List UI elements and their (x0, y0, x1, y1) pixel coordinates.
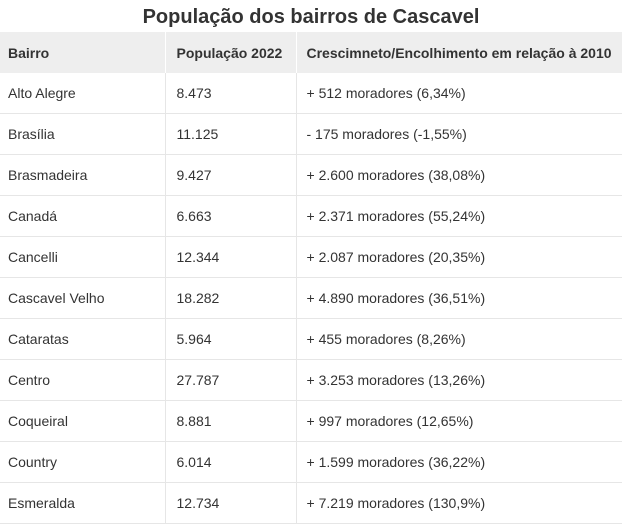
table-row: Coqueiral 8.881 + 997 moradores (12,65%) (0, 400, 622, 442)
cell-populacao: 27.787 (165, 359, 297, 401)
cell-bairro: Centro (0, 359, 166, 401)
cell-populacao: 12.734 (165, 482, 297, 524)
table-row: Esmeralda 12.734 + 7.219 moradores (130,… (0, 482, 622, 524)
cell-crescimento: + 1.599 moradores (36,22%) (296, 441, 622, 483)
cell-crescimento: + 512 moradores (6,34%) (296, 73, 622, 114)
cell-populacao: 6.663 (165, 195, 297, 237)
table-row: Centro 27.787 + 3.253 moradores (13,26%) (0, 359, 622, 401)
cell-crescimento: + 455 moradores (8,26%) (296, 318, 622, 360)
cell-populacao: 18.282 (165, 277, 297, 319)
table-title: População dos bairros de Cascavel (142, 6, 480, 28)
header-populacao-2022: População 2022 (165, 32, 297, 73)
table-row: Alto Alegre 8.473 + 512 moradores (6,34%… (0, 73, 622, 114)
cell-bairro: Alto Alegre (0, 73, 166, 114)
cell-bairro: Canadá (0, 195, 166, 237)
cell-populacao: 12.344 (165, 236, 297, 278)
cell-crescimento: + 7.219 moradores (130,9%) (296, 482, 622, 524)
cell-populacao: 5.964 (165, 318, 297, 360)
table-row: Brasmadeira 9.427 + 2.600 moradores (38,… (0, 154, 622, 196)
cell-bairro: Brasília (0, 113, 166, 155)
cell-crescimento: + 4.890 moradores (36,51%) (296, 277, 622, 319)
cell-bairro: Cataratas (0, 318, 166, 360)
cell-crescimento: + 2.600 moradores (38,08%) (296, 154, 622, 196)
table-row: Canadá 6.663 + 2.371 moradores (55,24%) (0, 195, 622, 237)
table-header-row: Bairro População 2022 Crescimneto/Encolh… (0, 32, 622, 73)
table-row: Brasília 11.125 - 175 moradores (-1,55%) (0, 113, 622, 155)
cell-crescimento: + 3.253 moradores (13,26%) (296, 359, 622, 401)
cell-bairro: Country (0, 441, 166, 483)
cell-crescimento: + 2.371 moradores (55,24%) (296, 195, 622, 237)
header-crescimento: Crescimneto/Encolhimento em relação à 20… (296, 32, 622, 73)
cell-bairro: Brasmadeira (0, 154, 166, 196)
cell-populacao: 8.473 (165, 73, 297, 114)
cell-bairro: Coqueiral (0, 400, 166, 442)
cell-bairro: Cascavel Velho (0, 277, 166, 319)
cell-crescimento: + 2.087 moradores (20,35%) (296, 236, 622, 278)
cell-bairro: Esmeralda (0, 482, 166, 524)
population-table-container: Bairro População 2022 Crescimneto/Encolh… (0, 32, 622, 524)
cell-populacao: 6.014 (165, 441, 297, 483)
header-bairro: Bairro (0, 32, 166, 73)
table-row: Cataratas 5.964 + 455 moradores (8,26%) (0, 318, 622, 360)
cell-populacao: 11.125 (165, 113, 297, 155)
cell-crescimento: - 175 moradores (-1,55%) (296, 113, 622, 155)
table-row: Country 6.014 + 1.599 moradores (36,22%) (0, 441, 622, 483)
table-row: Cascavel Velho 18.282 + 4.890 moradores … (0, 277, 622, 319)
cell-bairro: Cancelli (0, 236, 166, 278)
population-table: Bairro População 2022 Crescimneto/Encolh… (0, 32, 622, 524)
cell-populacao: 9.427 (165, 154, 297, 196)
table-row: Cancelli 12.344 + 2.087 moradores (20,35… (0, 236, 622, 278)
cell-populacao: 8.881 (165, 400, 297, 442)
cell-crescimento: + 997 moradores (12,65%) (296, 400, 622, 442)
